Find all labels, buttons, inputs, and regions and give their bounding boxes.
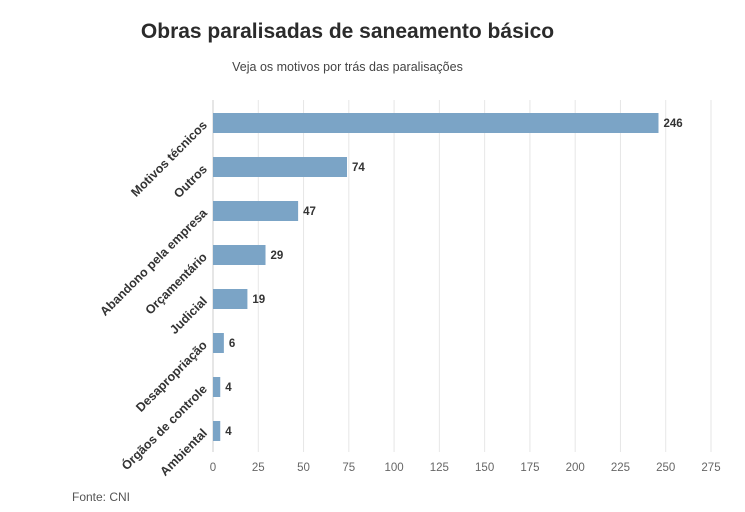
x-tick-label-250: 250: [656, 462, 675, 474]
x-tick-label-50: 50: [297, 462, 310, 474]
x-tick-label-100: 100: [384, 462, 403, 474]
value-label-4: 19: [252, 294, 265, 306]
bar-4: [213, 289, 248, 309]
bar-2: [213, 201, 299, 221]
x-tick-label-275: 275: [701, 462, 720, 474]
value-label-2: 47: [303, 206, 316, 218]
x-tick-label-0: 0: [210, 462, 216, 474]
category-label-4: Judicial: [167, 294, 210, 337]
category-label-6: Órgãos de controle: [118, 381, 210, 473]
x-tick-label-125: 125: [430, 462, 449, 474]
value-label-7: 4: [225, 426, 232, 438]
value-label-1: 74: [352, 162, 365, 174]
value-label-0: 246: [663, 118, 682, 130]
x-tick-label-200: 200: [566, 462, 585, 474]
bar-6: [213, 377, 221, 397]
bar-3: [213, 245, 266, 265]
value-label-3: 29: [271, 250, 284, 262]
bar-0: [213, 113, 659, 133]
bar-5: [213, 333, 224, 353]
x-tick-label-25: 25: [252, 462, 265, 474]
bar-7: [213, 421, 221, 441]
x-tick-label-175: 175: [520, 462, 539, 474]
chart-title: Obras paralisadas de saneamento básico: [140, 20, 555, 43]
value-label-6: 4: [225, 382, 232, 394]
x-tick-label-150: 150: [475, 462, 494, 474]
x-tick-label-75: 75: [342, 462, 355, 474]
category-label-1: Outros: [171, 162, 210, 201]
chart-subtitle: Veja os motivos por trás das paralisaçõe…: [232, 60, 463, 74]
value-label-5: 6: [229, 338, 235, 350]
x-tick-label-225: 225: [611, 462, 630, 474]
category-label-0: Motivos técnicos: [128, 118, 210, 200]
source-note: Fonte: CNI: [72, 490, 131, 504]
bar-1: [213, 157, 348, 177]
